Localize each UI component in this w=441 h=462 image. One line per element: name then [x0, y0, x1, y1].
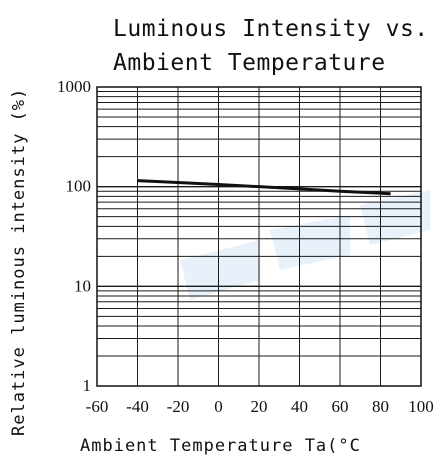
x-tick-label: 20 [251, 397, 268, 416]
x-tick-label: -60 [86, 397, 109, 416]
y-axis-label: Relative luminous intensity (%) [9, 88, 29, 436]
x-axis-ticks: -60 -40 -20 0 20 40 60 80 100 [86, 397, 434, 416]
plot-grid [96, 87, 422, 386]
plot-frame [96, 86, 422, 387]
chart-title-line-2: Ambient Temperature [113, 50, 386, 76]
x-tick-label: -40 [126, 397, 149, 416]
chart-title-line-1: Luminous Intensity vs. [113, 16, 429, 42]
x-tick-label: 80 [372, 397, 389, 416]
x-tick-label: 60 [332, 397, 349, 416]
y-tick-label: 1 [83, 376, 92, 395]
y-tick-label: 10 [74, 276, 91, 295]
series-group [137, 179, 391, 196]
x-tick-label: 100 [408, 397, 434, 416]
series-line [137, 179, 391, 196]
y-axis-ticks: 1 10 100 1000 [57, 77, 91, 395]
y-tick-label: 100 [66, 177, 92, 196]
x-tick-label: 0 [214, 397, 223, 416]
x-tick-label: 40 [291, 397, 308, 416]
watermark [180, 190, 430, 300]
x-tick-label: -20 [167, 397, 190, 416]
y-tick-label: 1000 [57, 77, 91, 96]
x-axis-label: Ambient Temperature Ta(°C [80, 436, 361, 456]
